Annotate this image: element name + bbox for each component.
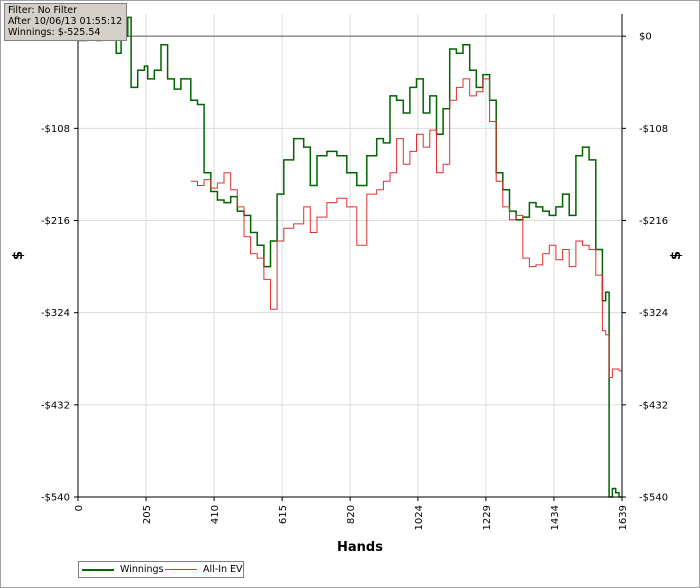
filter-text: Filter: No Filter — [8, 5, 78, 16]
x-axis-title: Hands — [337, 540, 383, 555]
y-axis-title-left: $ — [11, 251, 26, 260]
y-tick-label-right: $0 — [639, 32, 652, 43]
legend: Winnings All-In EV — [78, 561, 244, 578]
date-filter-text: After 10/06/13 01:55:12 — [8, 16, 123, 27]
series-line-allin-ev — [190, 78, 623, 378]
x-tick-label: 1229 — [482, 505, 493, 530]
winnings-total-text: Winnings: $-525.54 — [8, 27, 101, 38]
x-tick-label: 1434 — [550, 505, 561, 530]
y-tick-label-left: -$540 — [41, 493, 70, 504]
y-axis-title-right: $ — [669, 251, 684, 260]
y-tick-label-right: -$432 — [639, 400, 668, 411]
y-tick-label-right: -$324 — [639, 308, 668, 319]
filter-info-box: Filter: No Filter After 10/06/13 01:55:1… — [4, 3, 127, 41]
x-tick-label: 820 — [346, 505, 357, 524]
y-tick-label-left: -$324 — [41, 308, 70, 319]
legend-swatch-allin-ev — [165, 569, 197, 570]
x-tick-label: 205 — [142, 505, 153, 524]
legend-label-allin-ev: All-In EV — [203, 564, 243, 575]
y-tick-label-left: -$108 — [41, 124, 70, 135]
series-line-winnings — [78, 16, 622, 498]
y-tick-label-right: -$540 — [639, 493, 668, 504]
x-tick-label: 1024 — [414, 505, 425, 530]
y-tick-label-left: -$432 — [41, 400, 70, 411]
legend-label-winnings: Winnings — [120, 564, 164, 575]
x-tick-label: 410 — [210, 505, 221, 524]
y-tick-label-left: -$216 — [41, 216, 70, 227]
x-tick-label: 615 — [278, 505, 289, 524]
x-tick-label: 1639 — [618, 505, 629, 530]
y-tick-label-right: -$216 — [639, 216, 668, 227]
y-tick-label-right: -$108 — [639, 124, 668, 135]
x-tick-label: 0 — [74, 505, 85, 511]
legend-swatch-winnings — [82, 569, 114, 571]
